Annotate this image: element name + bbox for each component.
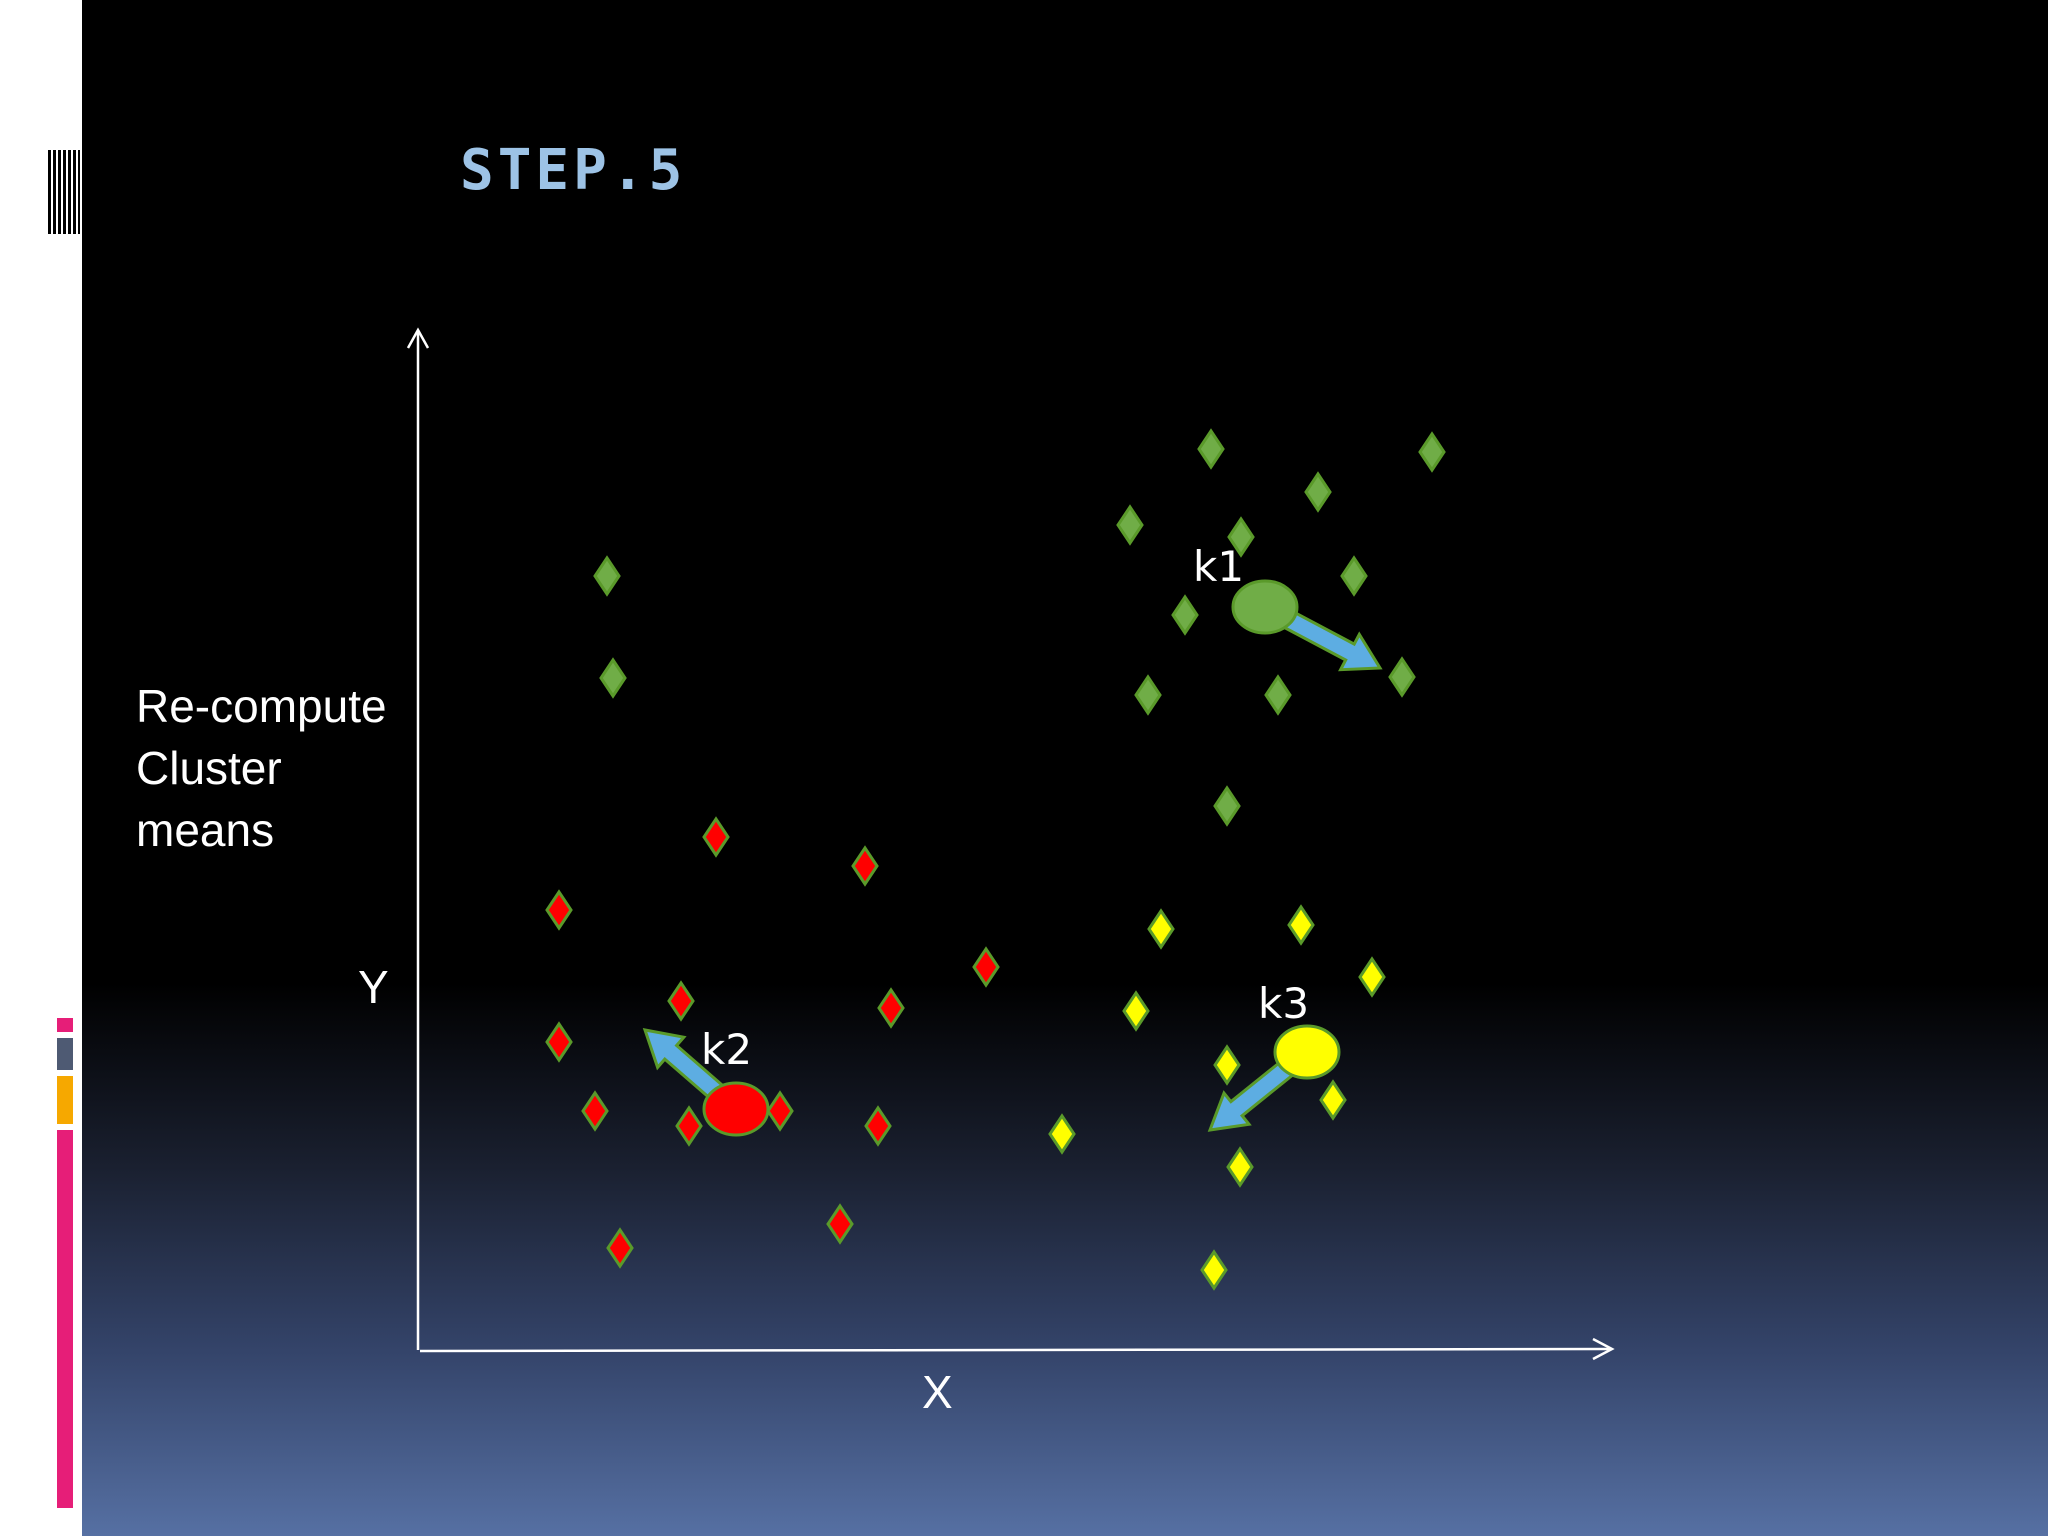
k2-data-point-8 — [581, 1090, 609, 1132]
k1-data-point-10 — [1264, 674, 1292, 716]
y-axis-label: Y — [358, 961, 389, 1013]
slide-background — [82, 0, 2048, 1536]
k1-data-point-2 — [1418, 431, 1446, 473]
slide-title: STEP.5 — [460, 138, 687, 203]
k1-data-point-13 — [599, 657, 627, 699]
accent-bar-orange — [57, 1076, 73, 1124]
k2-data-point-6 — [877, 987, 905, 1029]
description-line-1: Re-compute — [136, 680, 387, 732]
k3-data-point-6 — [1319, 1079, 1347, 1121]
k1-data-point-7 — [1171, 594, 1199, 636]
k3-data-point-4 — [1122, 990, 1150, 1032]
x-axis-arrowhead — [1592, 1337, 1615, 1361]
accent-bar-magenta-long — [57, 1130, 73, 1508]
k1-data-point-3 — [1304, 471, 1332, 513]
x-axis-label: X — [922, 1366, 953, 1418]
k3-data-point-5 — [1213, 1044, 1241, 1086]
x-axis-line — [419, 1347, 1613, 1353]
data-points — [545, 428, 1446, 1291]
accent-bar-magenta-short — [57, 1018, 73, 1032]
k2-data-point-12 — [606, 1227, 634, 1269]
k1-label: k1 — [1193, 542, 1245, 591]
accent-bar-slate — [57, 1038, 73, 1070]
k3-label: k3 — [1258, 979, 1310, 1028]
k3-centroid — [1273, 1024, 1341, 1080]
k1-data-point-5 — [1227, 516, 1255, 558]
decorative-stripes — [48, 150, 80, 234]
description-line-3: means — [136, 804, 275, 856]
k2-data-point-5 — [667, 980, 695, 1022]
axes — [406, 327, 1615, 1361]
k1-data-point-1 — [1197, 428, 1225, 470]
k1-data-point-9 — [1134, 674, 1162, 716]
k2-data-point-11 — [864, 1105, 892, 1147]
k2-data-point-3 — [545, 889, 573, 931]
k3-data-point-7 — [1048, 1113, 1076, 1155]
k3-data-point-9 — [1200, 1249, 1228, 1291]
k1-data-point-12 — [593, 555, 621, 597]
centroids — [702, 579, 1341, 1137]
k2-data-point-7 — [545, 1021, 573, 1063]
left-accent-strip — [0, 0, 82, 1536]
k2-data-point-4 — [972, 946, 1000, 988]
k2-data-point-2 — [851, 845, 879, 887]
k1-data-point-6 — [1340, 555, 1368, 597]
k2-data-point-9 — [675, 1105, 703, 1147]
description-line-2: Cluster — [136, 742, 282, 794]
k3-data-point-3 — [1358, 956, 1386, 998]
k2-label: k2 — [701, 1025, 753, 1074]
k3-data-point-2 — [1287, 904, 1315, 946]
k1-centroid — [1231, 579, 1299, 635]
step-description: Re-compute Cluster means — [136, 675, 387, 861]
centroid-arrows — [642, 596, 1383, 1132]
k1-data-point-4 — [1116, 504, 1144, 546]
k2-centroid — [702, 1081, 770, 1137]
k1-data-point-11 — [1213, 785, 1241, 827]
k3-data-point-8 — [1226, 1146, 1254, 1188]
y-axis-arrowhead — [406, 327, 430, 349]
k2-data-point-1 — [702, 816, 730, 858]
k1-data-point-8 — [1388, 656, 1416, 698]
k2-data-point-10 — [766, 1090, 794, 1132]
k3-data-point-1 — [1147, 908, 1175, 950]
k2-data-point-13 — [826, 1203, 854, 1245]
